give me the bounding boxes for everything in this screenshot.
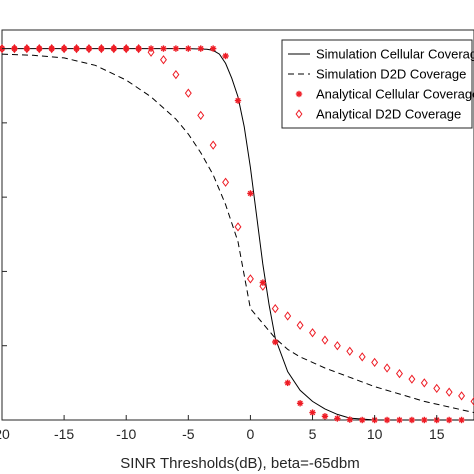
d2d-point (259, 281, 267, 291)
d2d-point (271, 303, 279, 314)
legend-swatch (295, 109, 303, 119)
d2d-point (433, 383, 441, 394)
cellular-point (309, 409, 316, 416)
d2d-point (383, 363, 391, 373)
series-3 (0, 43, 474, 407)
d2d-point (110, 43, 118, 54)
d2d-point (470, 396, 474, 407)
d2d-point (246, 274, 254, 284)
legend-label: Analytical D2D Coverage (316, 107, 461, 122)
x-tick-label: -15 (54, 426, 74, 442)
d2d-point (358, 352, 366, 362)
cellular-point (334, 415, 341, 422)
d2d-point (73, 43, 81, 54)
cellular-point (359, 416, 366, 424)
legend-box (281, 39, 473, 129)
d2d-point (159, 55, 167, 65)
cellular-point (209, 45, 217, 52)
d2d-point (408, 374, 416, 384)
legend-label: Simulation Cellular Coverage (316, 47, 474, 62)
cellular-point (445, 416, 453, 424)
d2d-point (172, 69, 180, 80)
axes-box (1, 29, 474, 421)
d2d-point (35, 43, 43, 54)
x-tick-label: -10 (116, 426, 136, 442)
d2d-point (445, 387, 453, 397)
d2d-point (346, 346, 354, 356)
legend: Simulation Cellular Coverage Simulation D… (281, 39, 474, 129)
cellular-point (421, 416, 428, 424)
d2d-point (284, 311, 292, 321)
x-tick-label: -5 (182, 426, 195, 442)
x-tick-label: 20 (0, 426, 10, 442)
cellular-point (458, 416, 465, 424)
cellular-point (408, 416, 416, 424)
d2d-point (209, 140, 217, 150)
d2d-point (0, 43, 6, 54)
d2d-point (147, 47, 155, 57)
axis-ticks: 20 -15 -10 -5 0 5 10 15 (0, 48, 445, 442)
d2d-point (97, 43, 105, 54)
cellular-point (284, 379, 291, 387)
x-tick-label: 5 (309, 426, 317, 442)
d2d-point (333, 341, 341, 351)
cellular-point (234, 97, 242, 104)
x-axis-label: SINR Thresholds(dB), beta=-65dbm (120, 455, 359, 472)
d2d-point (371, 357, 379, 368)
d2d-point (197, 110, 205, 121)
d2d-point (309, 328, 317, 338)
legend-label: Simulation D2D Coverage (316, 67, 466, 82)
d2d-point (458, 391, 466, 401)
d2d-point (184, 88, 192, 98)
cellular-point (272, 338, 279, 346)
x-tick-label: 0 (247, 426, 255, 442)
x-tick-label: 15 (429, 426, 445, 442)
cellular-point (346, 416, 353, 423)
d2d-point (85, 43, 93, 54)
cellular-point (185, 45, 192, 52)
plot-area (1, 29, 474, 421)
legend-swatch (295, 90, 303, 98)
cellular-point (396, 416, 403, 424)
d2d-point (234, 222, 242, 232)
cellular-point (296, 400, 304, 407)
legend-label: Analytical Cellular Coverage (316, 87, 474, 102)
d2d-point (122, 43, 130, 54)
cellular-point (383, 416, 391, 424)
d2d-point (60, 43, 68, 54)
d2d-point (48, 43, 56, 54)
x-tick-label: 10 (367, 426, 383, 442)
cellular-point (197, 45, 204, 52)
d2d-point (23, 43, 31, 54)
d2d-point (222, 177, 230, 187)
d2d-point (321, 335, 329, 345)
d2d-point (296, 320, 304, 330)
cellular-point (172, 45, 180, 52)
d2d-point (420, 378, 428, 388)
cellular-point (160, 45, 167, 52)
cellular-point (321, 413, 329, 420)
cellular-point (247, 190, 254, 197)
d2d-point (135, 43, 143, 54)
d2d-point (10, 43, 18, 54)
d2d-point (395, 368, 403, 379)
cellular-point (222, 52, 229, 60)
